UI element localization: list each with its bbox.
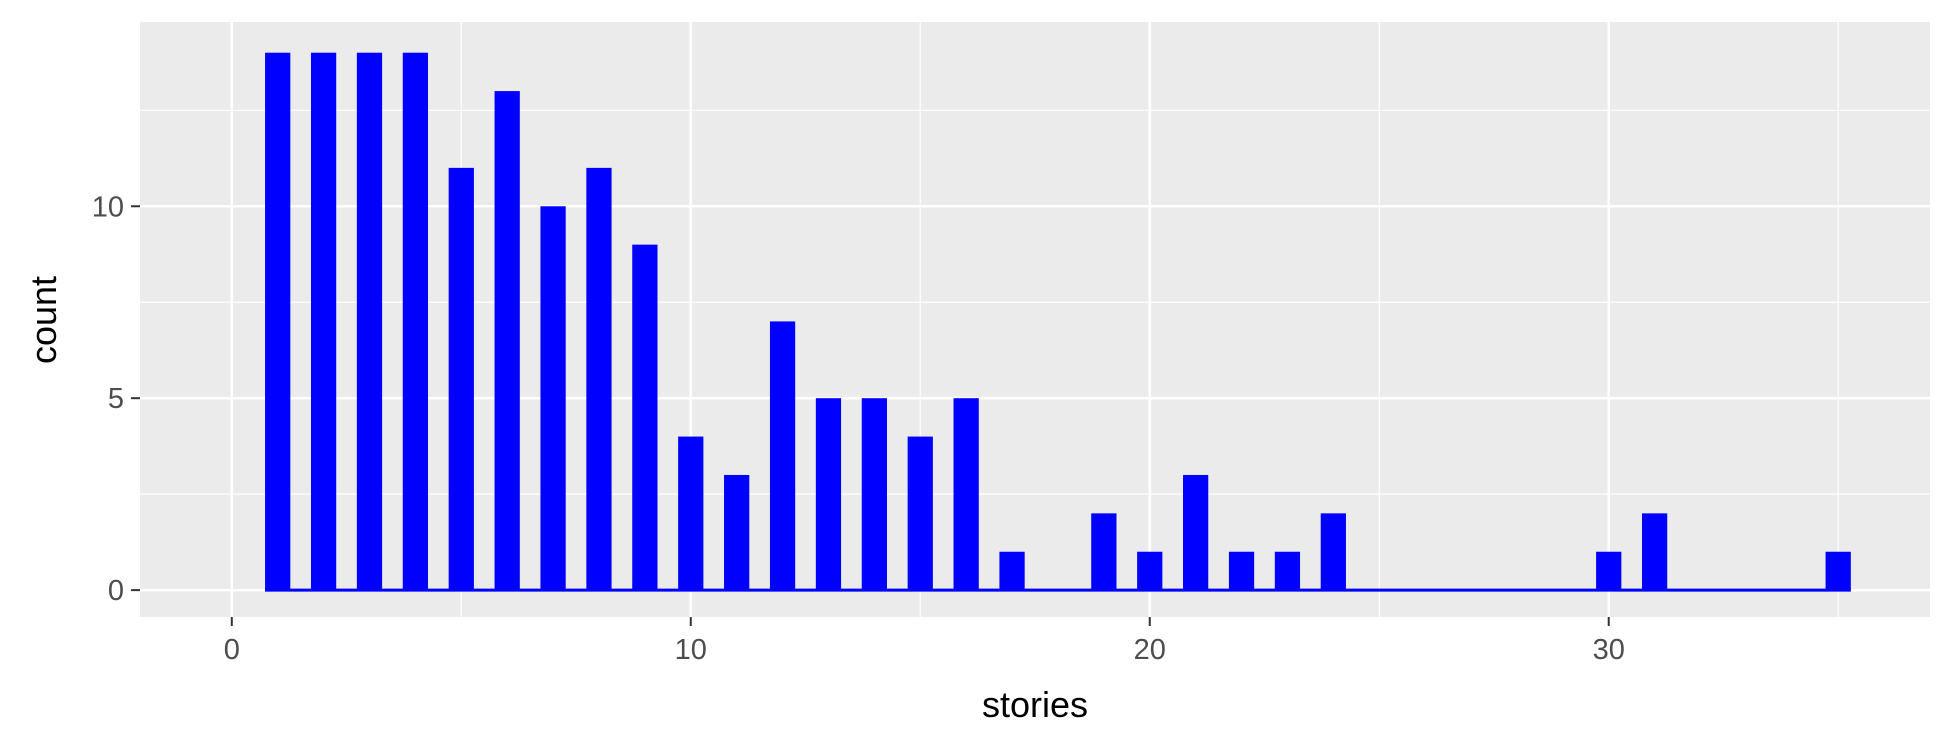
x-tick-label: 0	[224, 634, 240, 666]
y-axis-title: count	[23, 276, 64, 364]
bars	[265, 52, 1851, 592]
bar	[540, 206, 566, 591]
bar	[953, 398, 979, 591]
bar	[1641, 513, 1668, 591]
x-tick-label: 30	[1593, 634, 1625, 666]
bar	[402, 52, 429, 591]
bar	[861, 398, 887, 591]
bar	[632, 244, 658, 591]
bar	[1228, 551, 1255, 591]
bar	[1320, 513, 1346, 591]
panel-background	[140, 22, 1930, 617]
bar	[999, 551, 1025, 591]
bar	[494, 91, 520, 591]
bar	[1825, 551, 1851, 591]
bar	[265, 52, 291, 591]
x-tick-label: 10	[675, 634, 707, 666]
bar	[356, 52, 383, 591]
bar	[724, 474, 750, 591]
bar	[1596, 551, 1622, 591]
bar	[1137, 551, 1163, 591]
bar	[448, 167, 474, 591]
y-tick-label: 0	[108, 575, 124, 607]
bar	[1274, 551, 1301, 591]
x-axis-title: stories	[982, 684, 1088, 725]
x-axis-ticks: 0 10 20 30	[224, 617, 1625, 666]
x-tick-label: 20	[1134, 634, 1166, 666]
bar	[769, 321, 796, 591]
bar	[815, 398, 842, 591]
grid-minor	[140, 22, 1930, 617]
y-axis-ticks: 0 5 10	[92, 191, 140, 607]
bar	[310, 52, 337, 591]
bar	[678, 436, 704, 591]
y-tick-label: 10	[92, 191, 124, 223]
bar	[586, 167, 612, 591]
y-tick-label: 5	[108, 383, 124, 415]
bar	[1183, 474, 1209, 591]
bar	[1091, 513, 1117, 591]
bar	[907, 436, 933, 591]
